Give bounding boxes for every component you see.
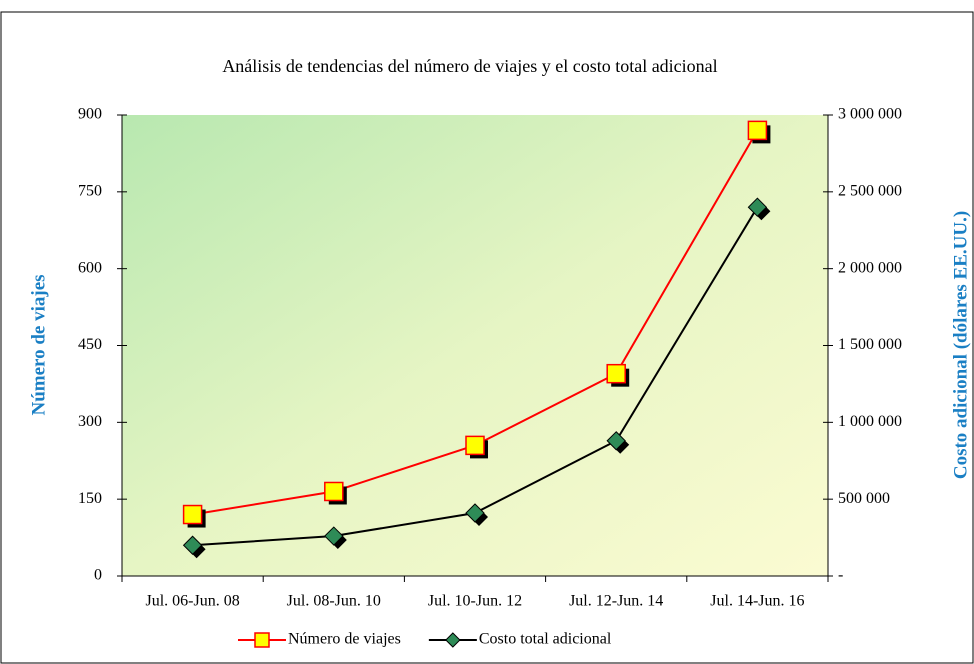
y2-tick-label: 3 000 000 bbox=[838, 106, 902, 123]
y2-tick-label: 1 000 000 bbox=[838, 413, 902, 430]
marker bbox=[182, 504, 203, 525]
marker bbox=[606, 363, 626, 384]
y-tick-label: 750 bbox=[78, 183, 102, 200]
y-axis-title: Número de viajes bbox=[28, 274, 49, 415]
y-tick-label: 0 bbox=[94, 567, 102, 584]
legend-marker bbox=[254, 632, 270, 648]
x-tick-label: Jul. 12-Jun. 14 bbox=[569, 593, 663, 610]
x-tick-label: Jul. 06-Jun. 08 bbox=[145, 593, 239, 610]
x-tick-label: Jul. 14-Jun. 16 bbox=[710, 593, 804, 610]
marker bbox=[465, 435, 485, 456]
legend-label: Costo total adicional bbox=[479, 631, 612, 648]
chart-title: Análisis de tendencias del número de via… bbox=[222, 56, 717, 76]
plot-area bbox=[122, 115, 828, 576]
marker bbox=[747, 120, 768, 141]
x-tick-label: Jul. 10-Jun. 12 bbox=[428, 593, 522, 610]
marker bbox=[182, 535, 203, 555]
y2-tick-label: - bbox=[838, 567, 843, 584]
series-markers bbox=[182, 120, 771, 528]
y-tick-label: 450 bbox=[78, 336, 102, 353]
legend-marker bbox=[445, 632, 461, 648]
marker bbox=[465, 503, 485, 523]
marker bbox=[324, 526, 344, 546]
y-tick-label: 300 bbox=[78, 413, 102, 430]
y-tick-label: 150 bbox=[78, 490, 102, 507]
y-tick-label: 600 bbox=[78, 259, 102, 276]
series-markers bbox=[182, 197, 771, 559]
y2-tick-label: 2 500 000 bbox=[838, 183, 902, 200]
marker bbox=[324, 481, 344, 502]
y2-tick-label: 1 500 000 bbox=[838, 336, 902, 353]
y-tick-label: 900 bbox=[78, 106, 102, 123]
legend-label: Número de viajes bbox=[288, 631, 401, 648]
y2-tick-label: 500 000 bbox=[838, 490, 890, 507]
marker bbox=[606, 431, 626, 451]
x-tick-label: Jul. 08-Jun. 10 bbox=[287, 593, 381, 610]
marker bbox=[747, 197, 768, 217]
y2-tick-label: 2 000 000 bbox=[838, 259, 902, 276]
y2-axis-title: Costo adicional (dólares EE.UU.) bbox=[950, 211, 971, 479]
